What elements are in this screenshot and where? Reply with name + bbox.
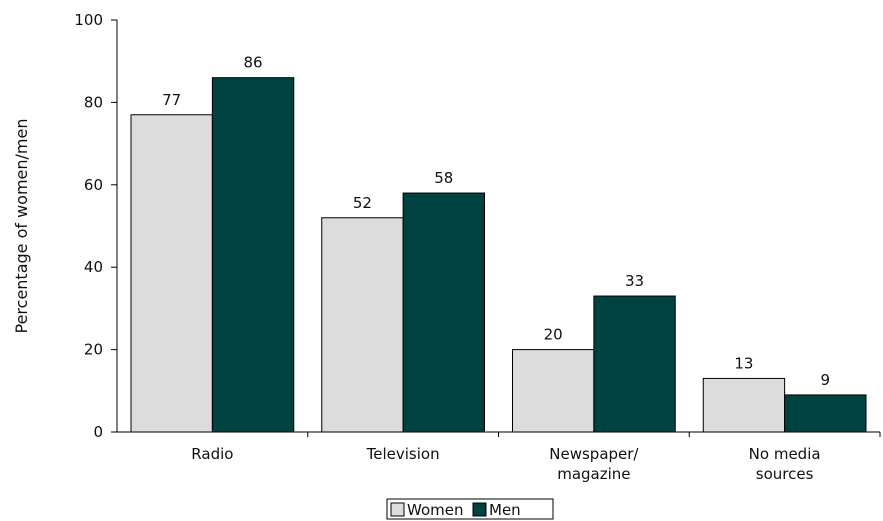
x-tick-label: Radio xyxy=(191,445,233,463)
x-tick-label: No media sources xyxy=(749,445,821,483)
data-label: 77 xyxy=(162,91,181,109)
bar-women xyxy=(702,377,786,433)
legend-box xyxy=(386,498,554,520)
legend: Women Men xyxy=(386,498,554,520)
y-axis-label: Percentage of women/men xyxy=(12,118,31,333)
bar-women xyxy=(321,217,404,433)
bar-men xyxy=(211,77,295,433)
legend-label-women: Women xyxy=(407,501,463,519)
category-labels: Radio Television Newspaper/magazine No medi… xyxy=(191,445,820,483)
data-label: 9 xyxy=(821,371,831,389)
y-tick-label: 100 xyxy=(74,11,103,29)
y-tick-label: 60 xyxy=(84,176,103,194)
x-tick-label: Television xyxy=(366,445,440,463)
data-label: 33 xyxy=(625,272,644,290)
y-tick-label: 40 xyxy=(84,258,103,276)
data-label: 20 xyxy=(544,326,563,344)
legend-swatch-men xyxy=(472,502,487,517)
data-label: 13 xyxy=(734,354,753,372)
bar-men xyxy=(784,394,867,433)
bar-men xyxy=(593,295,676,433)
y-tick-label: 0 xyxy=(93,423,103,441)
data-label: 52 xyxy=(353,194,372,212)
value-labels: 77 86 52 58 20 33 13 9 xyxy=(162,54,830,389)
legend-swatch-women xyxy=(390,502,405,517)
bars xyxy=(130,77,867,433)
bar-women xyxy=(512,349,595,433)
bar-men xyxy=(402,192,485,433)
legend-label-men: Men xyxy=(489,501,521,519)
x-tick-label: Newspaper/magazine xyxy=(549,445,639,483)
y-tick-label: 80 xyxy=(84,93,103,111)
data-label: 58 xyxy=(434,169,453,187)
bar-women xyxy=(130,114,213,433)
y-tick-label: 20 xyxy=(84,341,103,359)
data-label: 86 xyxy=(244,54,263,72)
